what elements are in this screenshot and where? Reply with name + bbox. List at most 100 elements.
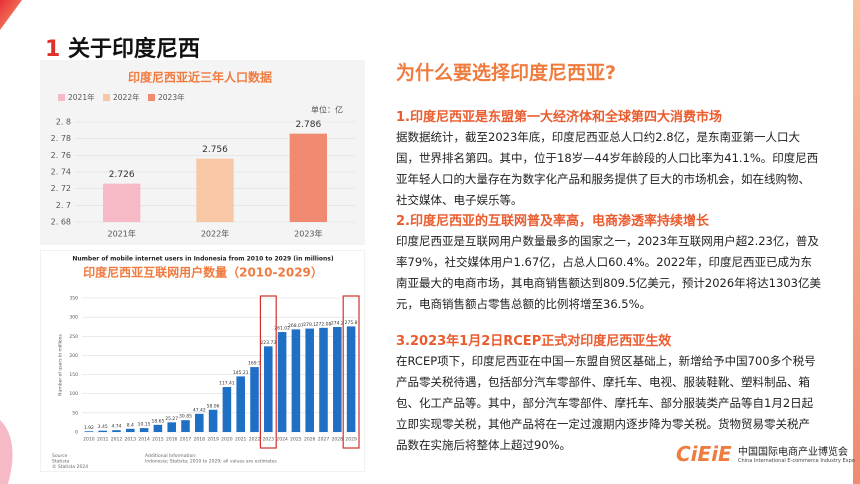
- bar: [319, 327, 328, 432]
- x-tick-label: 2016: [166, 437, 178, 443]
- value-label: 47.42: [193, 407, 206, 413]
- value-label: 274.2: [331, 321, 344, 327]
- x-tick-label: 2024: [276, 437, 288, 443]
- bar: [126, 428, 135, 432]
- x-tick-label: 2014: [138, 437, 150, 443]
- y-tick-label: 0: [75, 430, 78, 436]
- value-label: 117.41: [219, 381, 235, 387]
- x-tick-label: 2013: [125, 437, 137, 443]
- value-label: 275.8: [345, 320, 358, 326]
- x-tick-label: 2010: [83, 437, 95, 443]
- value-label: 10.15: [138, 422, 151, 428]
- section-body: 印度尼西亚是互联网用户数量最多的国家之一，2023年互联网用户超2.23亿，普及…: [396, 234, 821, 311]
- legend-label: 2021年: [68, 92, 95, 102]
- y-tick-label: 2. 76: [51, 151, 71, 160]
- y-tick-label: 350: [69, 296, 78, 302]
- y-tick-label: 2. 74: [51, 168, 71, 177]
- value-label: 169.5: [248, 361, 261, 367]
- value-label: 4.74: [111, 424, 121, 430]
- y-tick-label: 2. 68: [51, 218, 71, 227]
- value-label: 58.06: [207, 403, 220, 409]
- value-label: 2.786: [295, 120, 321, 130]
- x-tick-label: 2021: [235, 437, 247, 443]
- chart-title: Number of mobile internet users in Indon…: [72, 256, 334, 263]
- value-label: 145.21: [233, 370, 249, 376]
- y-tick-label: 2. 72: [51, 184, 71, 193]
- y-axis-label: Number of users in millions: [58, 333, 64, 395]
- unit-label: 单位：亿: [311, 105, 343, 115]
- bar: [222, 387, 232, 432]
- value-label: 268.07: [288, 323, 304, 329]
- logo: CiEiE 中国国际电商产业博览会 China International E-…: [676, 440, 855, 476]
- title-number: 1: [45, 37, 61, 62]
- x-tick-label: 2029: [345, 437, 357, 443]
- y-tick-label: 250: [69, 334, 78, 340]
- y-tick-label: 2. 8: [56, 118, 71, 127]
- bar: [153, 424, 163, 432]
- bar: [277, 332, 287, 432]
- y-tick-label: 2. 7: [56, 201, 71, 210]
- bar: [236, 376, 245, 432]
- legend-label: 2023年: [158, 92, 185, 102]
- chart-title: 印度尼西亚近三年人口数据: [128, 70, 272, 85]
- internet-chart: Number of mobile internet users in Indon…: [40, 250, 365, 472]
- x-tick-label: 2022: [249, 437, 261, 443]
- x-tick-label: 2019: [207, 437, 219, 443]
- edge-decor: [853, 0, 860, 484]
- bar: [196, 158, 234, 222]
- x-tick-label: 2017: [180, 437, 192, 443]
- y-tick-label: 200: [69, 353, 78, 359]
- section-title: 2.印度尼西亚的互联网普及率高，电商渗透率持续增长: [396, 214, 709, 229]
- heading: 为什么要选择印度尼西亚?: [396, 62, 617, 84]
- bar: [250, 367, 259, 432]
- logo-name-en: China International E-commerce Industry …: [738, 458, 855, 464]
- x-tick-label: 2023年: [294, 229, 322, 239]
- value-label: 25.27: [165, 416, 178, 422]
- bar: [333, 327, 342, 432]
- value-label: 272.08: [316, 321, 332, 327]
- x-tick-label: 2023: [263, 437, 275, 443]
- x-tick-label: 2027: [318, 437, 330, 443]
- bar: [112, 430, 121, 432]
- value-label: 8.4: [127, 422, 134, 428]
- section-title: 3.2023年1月2日RCEP正式对印度尼西亚生效: [396, 334, 672, 349]
- value-label: 30.85: [179, 414, 192, 420]
- x-tick-label: 2022年: [201, 229, 229, 239]
- section-title: 1.印度尼西亚是东盟第一大经济体和全球第四大消费市场: [396, 110, 722, 125]
- section-body: 在RCEP项下，印度尼西亚在中国—东盟自贸区基础上，新增给予中国700多个税号产…: [396, 354, 816, 452]
- legend-swatch: [148, 94, 155, 101]
- population-chart: 印度尼西亚近三年人口数据 单位：亿 2. 68 2. 7 2. 72 2. 74 2. …: [40, 60, 365, 245]
- x-tick-label: 2026: [304, 437, 316, 443]
- corner-decor: [0, 420, 13, 484]
- highlight-box: [259, 295, 277, 449]
- y-tick-label: 50: [72, 410, 78, 416]
- y-tick-label: 2. 78: [51, 134, 71, 143]
- bar: [291, 329, 301, 432]
- bar: [139, 428, 149, 432]
- bar: [208, 409, 218, 432]
- x-tick-label: 2015: [152, 437, 164, 443]
- highlight-box: [342, 295, 360, 449]
- chart-subtitle: 印度尼西亚互联网用户数量（2010-2029）: [83, 265, 323, 280]
- value-label: 223.73: [260, 340, 276, 346]
- x-tick-label: 2021年: [107, 229, 135, 239]
- source-note: Source Statista © Statista 2024: [52, 453, 88, 470]
- value-label: 2.726: [109, 170, 135, 180]
- bar: [167, 422, 176, 432]
- logo-mark: CiEiE: [676, 442, 732, 466]
- legend-swatch: [103, 94, 110, 101]
- legend-swatch: [58, 94, 65, 101]
- y-tick-label: 100: [69, 391, 78, 397]
- x-tick-label: 2011: [97, 437, 109, 443]
- bar: [98, 430, 107, 432]
- value-label: 270.1: [303, 322, 316, 328]
- bar: [346, 326, 356, 432]
- x-tick-label: 2012: [111, 437, 123, 443]
- bar: [181, 420, 190, 432]
- x-tick-label: 2018: [194, 437, 206, 443]
- value-label: 261.02: [274, 326, 290, 332]
- bar: [305, 328, 314, 432]
- additional-info: Additional Information: Indonesia; Statis…: [145, 453, 277, 464]
